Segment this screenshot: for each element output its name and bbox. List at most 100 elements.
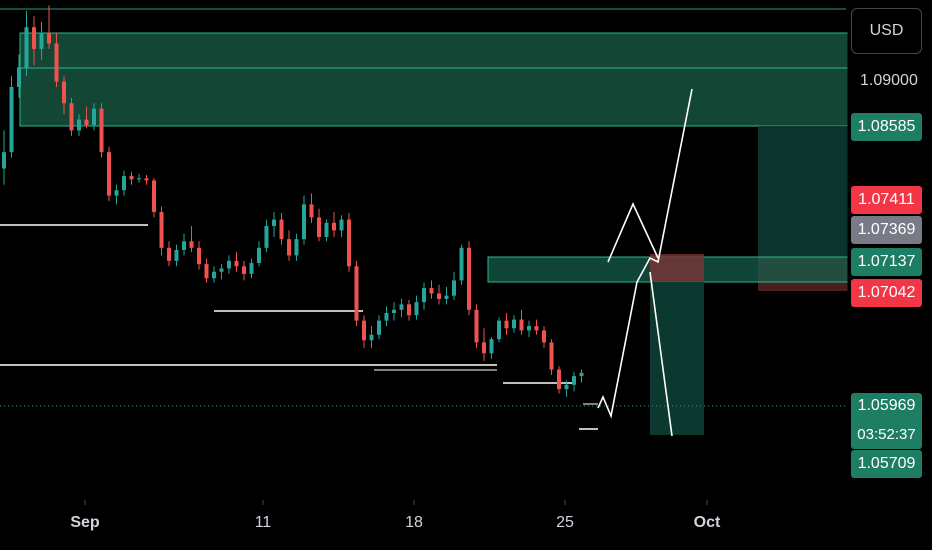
candle-body <box>197 247 201 265</box>
candle-body <box>377 320 381 335</box>
candle-body <box>549 342 554 370</box>
x-tick-oct: Oct <box>693 514 721 531</box>
price-label-ask: 1.07411 <box>851 186 922 214</box>
candle-body <box>272 219 276 227</box>
candle-body <box>167 247 171 261</box>
position-target-zone <box>758 126 848 264</box>
candle-body <box>137 178 141 180</box>
candle-body <box>189 241 194 248</box>
candle-body <box>302 204 306 240</box>
candle-body <box>219 268 224 272</box>
candle-body <box>234 260 239 267</box>
candle-body <box>459 247 464 281</box>
candle-body <box>414 302 419 316</box>
candle-body <box>407 304 411 316</box>
countdown-label: 03:52:37 <box>851 419 922 449</box>
candle-body <box>69 103 74 131</box>
candle-body <box>332 222 336 231</box>
candle-body <box>369 334 374 341</box>
candle-body <box>212 271 216 279</box>
candle-body <box>452 280 456 296</box>
candle-body <box>437 293 441 299</box>
candle-body <box>227 260 231 269</box>
candle-body <box>512 319 516 329</box>
candle-body <box>92 108 96 125</box>
currency-button[interactable]: USD <box>851 8 922 54</box>
candle-body <box>527 326 531 331</box>
candle-body <box>129 176 134 180</box>
small-position-target <box>650 282 704 435</box>
candle-body <box>482 342 486 354</box>
x-tick-sep: Sep <box>70 514 100 531</box>
candle-body <box>114 190 119 196</box>
projection-path-drop <box>649 271 673 437</box>
candle-body <box>384 313 389 321</box>
upper-supply-zone[interactable] <box>19 32 849 127</box>
candle-body <box>504 320 509 329</box>
candle-body <box>542 330 546 343</box>
candle-body <box>249 263 254 274</box>
candles-group <box>2 5 584 397</box>
candle-body <box>324 222 329 237</box>
candle-body <box>62 81 66 104</box>
candle-body <box>32 27 36 49</box>
candle-body <box>294 239 299 256</box>
candle-body <box>242 266 246 274</box>
candle-body <box>174 250 179 261</box>
candle-body <box>159 211 164 248</box>
candle-body <box>317 217 321 237</box>
candle-body <box>474 309 479 343</box>
y-tick-1.09000: 1.09000 <box>860 72 918 89</box>
price-label-mid: 1.07369 <box>851 216 922 244</box>
candle-body <box>519 319 524 331</box>
candle-body <box>264 226 269 248</box>
candle-body <box>564 384 569 390</box>
candle-body <box>399 304 404 310</box>
price-label-zone-top: 1.07137 <box>851 248 922 276</box>
candle-body <box>77 119 81 131</box>
x-tick-11: 11 <box>254 514 272 531</box>
candle-body <box>279 219 284 240</box>
candle-body <box>309 204 314 218</box>
price-label-current: 1.05969 <box>851 393 922 419</box>
candle-body <box>39 32 44 49</box>
candle-body <box>572 376 576 385</box>
price-label-low: 1.05709 <box>851 450 922 478</box>
candle-body <box>84 119 89 125</box>
candle-body <box>257 247 261 264</box>
candle-body <box>2 152 6 169</box>
candle-body <box>152 180 156 212</box>
candle-body <box>47 32 51 44</box>
candle-body <box>534 326 539 331</box>
candle-body <box>392 309 396 314</box>
candle-body <box>429 288 434 294</box>
candle-body <box>362 320 366 341</box>
candle-body <box>122 176 126 191</box>
projection-path-alt <box>607 202 659 263</box>
candle-body <box>339 219 344 231</box>
candle-body <box>17 67 21 87</box>
candle-body <box>354 266 359 321</box>
candle-body <box>347 219 351 267</box>
candle-body <box>287 239 291 256</box>
candle-body <box>497 320 501 340</box>
candle-body <box>9 86 14 153</box>
x-tick-25: 25 <box>556 514 574 531</box>
candle-body <box>557 369 561 390</box>
candle-body <box>489 339 494 354</box>
candle-body <box>107 152 111 196</box>
candle-body <box>144 178 149 181</box>
candle-body <box>204 264 209 279</box>
candle-body <box>54 43 59 82</box>
price-label-stop: 1.07042 <box>851 279 922 307</box>
candle-body <box>579 372 584 377</box>
price-label-upper-zone: 1.08585 <box>851 113 922 141</box>
candle-body <box>99 108 104 153</box>
candle-body <box>422 288 426 303</box>
candle-body <box>24 27 29 68</box>
projection-path-main <box>597 88 693 419</box>
candle-body <box>467 247 471 310</box>
x-tick-18: 18 <box>405 514 423 531</box>
candle-body <box>444 295 449 299</box>
